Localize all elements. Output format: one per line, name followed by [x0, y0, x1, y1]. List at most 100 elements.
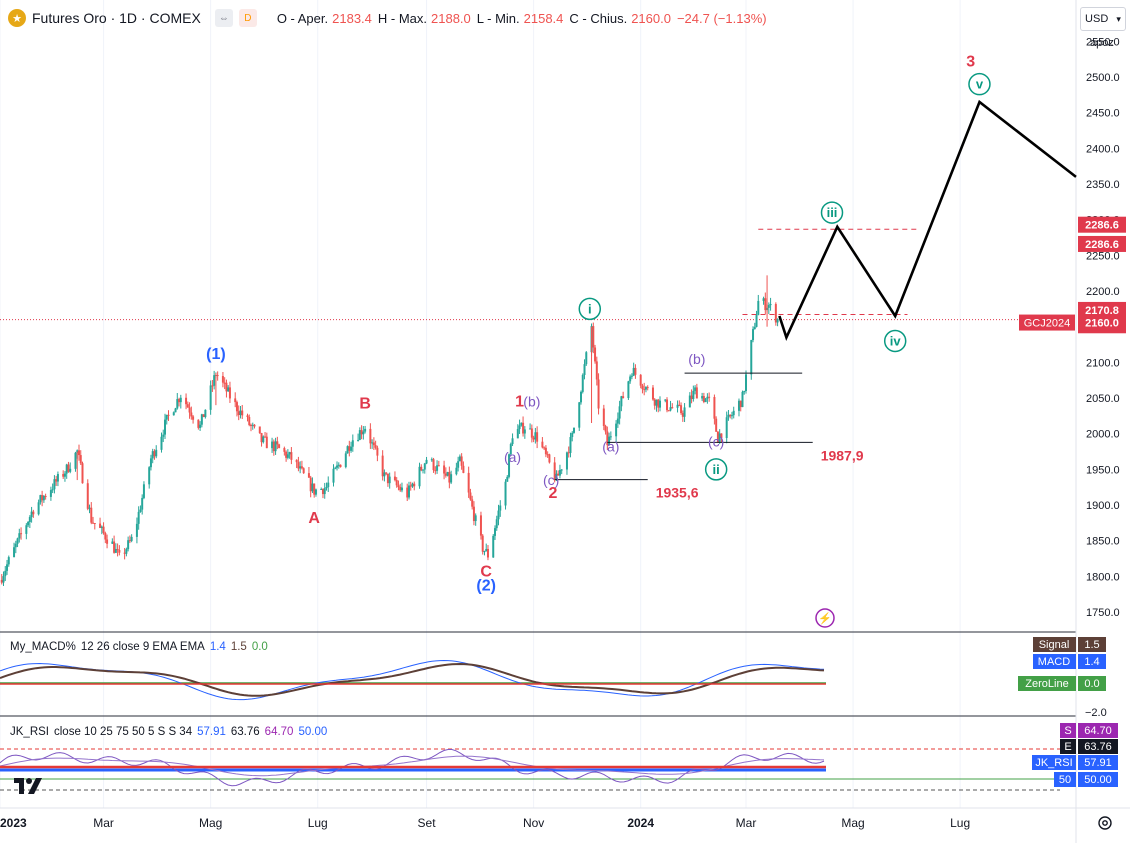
- gold-symbol-icon[interactable]: ★: [8, 9, 26, 27]
- candle-body: [592, 326, 595, 348]
- candle-body: [467, 472, 470, 493]
- currency-selector[interactable]: USD ▾: [1080, 7, 1126, 31]
- candle-body: [729, 414, 732, 417]
- candle-body: [174, 408, 177, 413]
- candle-body: [125, 549, 128, 554]
- time-axis[interactable]: 2023 Mar Mag Lug Set Nov 2024 Mar Mag Lug: [0, 816, 970, 830]
- wave-label: (b): [523, 394, 540, 410]
- candle-body: [393, 476, 396, 481]
- candle-body: [643, 389, 646, 391]
- candle-body: [299, 466, 302, 469]
- svg-text:JK_RSI: JK_RSI: [1035, 757, 1072, 769]
- lightning-icon[interactable]: ⚡: [815, 608, 835, 628]
- compare-button[interactable]: ⇔: [214, 9, 233, 27]
- candle-body: [102, 526, 105, 534]
- time-tick-label: Mag: [199, 816, 222, 830]
- candle-body: [553, 462, 556, 481]
- rsi-legend-v3: 64.70: [264, 726, 294, 738]
- candle-body: [639, 374, 642, 386]
- macd-legend[interactable]: My_MACD% 12 26 close 9 EMA EMA 1.4 1.5 0…: [10, 641, 268, 653]
- candle-body: [620, 396, 623, 407]
- ohlc-close-value: 2160.0: [631, 10, 671, 26]
- level-label: 1987,9: [821, 447, 864, 463]
- candle-body: [372, 442, 375, 446]
- delayed-badge[interactable]: D: [238, 9, 257, 27]
- candle-body: [106, 539, 109, 544]
- wave-labels[interactable]: (1) (2) A B C 1 2 3 (a) (b) (c) (a) (b) (c): [206, 53, 975, 594]
- candle-body: [51, 489, 54, 491]
- candle-body: [127, 540, 130, 550]
- candle-body: [274, 441, 277, 452]
- candle-body: [309, 477, 312, 492]
- candle-body: [111, 541, 114, 544]
- candle-body: [297, 462, 300, 469]
- candle-body: [260, 433, 263, 443]
- wave-circle: [968, 72, 991, 96]
- ohlc-change: −24.7 (−1.13%): [676, 10, 767, 26]
- candle-body: [192, 416, 195, 420]
- price-tick-label: 2500.0: [1086, 72, 1120, 84]
- candle-body: [204, 409, 207, 418]
- price-axis[interactable]: 1750.0 1800.0 1850.0 1900.0 1950.0 2000.0 2050…: [1086, 36, 1120, 619]
- gear-icon[interactable]: [1096, 814, 1114, 832]
- candle-body: [455, 467, 458, 475]
- candle-body: [118, 550, 121, 553]
- candle-body: [483, 551, 486, 553]
- rsi-pane[interactable]: S 64.70 E 63.76 JK_RSI 57.91 50 50.00: [0, 723, 1118, 791]
- candle-body: [313, 483, 316, 495]
- wave-circle: [704, 458, 728, 481]
- candle-body: [511, 438, 514, 445]
- price-tick-label: 1900.0: [1086, 500, 1120, 512]
- macd-name: My_MACD%: [10, 641, 76, 653]
- rsi-legend[interactable]: JK_RSI close 10 25 75 50 5 S S 34 57.91 …: [10, 726, 327, 738]
- candle-body: [774, 304, 777, 323]
- candle-body: [295, 459, 298, 463]
- candle-body: [422, 469, 425, 471]
- candle-body: [237, 411, 240, 416]
- price-tick-label: 1850.0: [1086, 536, 1120, 548]
- candle-body: [179, 397, 182, 403]
- price-tag: [1078, 216, 1126, 233]
- candle-body: [680, 405, 683, 414]
- level-lines[interactable]: 1935,6 1987,9: [554, 372, 864, 501]
- scale-mode-button[interactable]: apoz: [1090, 37, 1114, 49]
- chevron-down-icon: ▾: [1116, 13, 1121, 24]
- candle-body: [657, 399, 660, 408]
- macd-pane[interactable]: Signal 1.5 MACD 1.4 ZeroLine 0.0 −2.0: [0, 637, 1107, 719]
- candle-body: [425, 459, 428, 464]
- macd-params: 12 26 close 9 EMA EMA: [80, 641, 205, 653]
- candle-body: [418, 466, 421, 487]
- candle-body: [629, 376, 632, 382]
- candle-body: [462, 465, 465, 473]
- price-tag: [1078, 314, 1126, 331]
- candle-body: [616, 418, 619, 424]
- candle-body: [529, 428, 532, 430]
- candle-body: [594, 347, 597, 362]
- candle-body: [681, 413, 684, 417]
- candle-body: [762, 298, 765, 301]
- svg-text:50.00: 50.00: [1084, 774, 1112, 786]
- candle-body: [79, 455, 82, 464]
- rsi-50-tag: 50 50.00: [1054, 772, 1118, 787]
- tradingview-logo[interactable]: [14, 778, 42, 794]
- candle-body: [137, 511, 140, 524]
- symbol-title[interactable]: Futures Oro · 1D · COMEX: [32, 10, 201, 26]
- wave-label: 3: [966, 53, 975, 70]
- candle-body: [506, 476, 509, 482]
- candle-body: [63, 473, 66, 477]
- chart-header: ★ Futures Oro · 1D · COMEX ⇔ D O - Aper.…: [8, 8, 767, 28]
- candle-body: [523, 429, 526, 434]
- candle-body: [42, 496, 45, 501]
- candle-body: [627, 381, 630, 399]
- candle-body: [485, 548, 488, 552]
- candle-body: [100, 526, 103, 528]
- forecast-path[interactable]: [778, 99, 1077, 341]
- price-tick-label: 1800.0: [1086, 571, 1120, 583]
- price-tick-label: 2250.0: [1086, 250, 1120, 262]
- candle-body: [264, 436, 267, 438]
- wave-label: (a): [504, 449, 521, 465]
- time-tick-label: 2024: [627, 816, 654, 830]
- candle-body: [185, 397, 188, 405]
